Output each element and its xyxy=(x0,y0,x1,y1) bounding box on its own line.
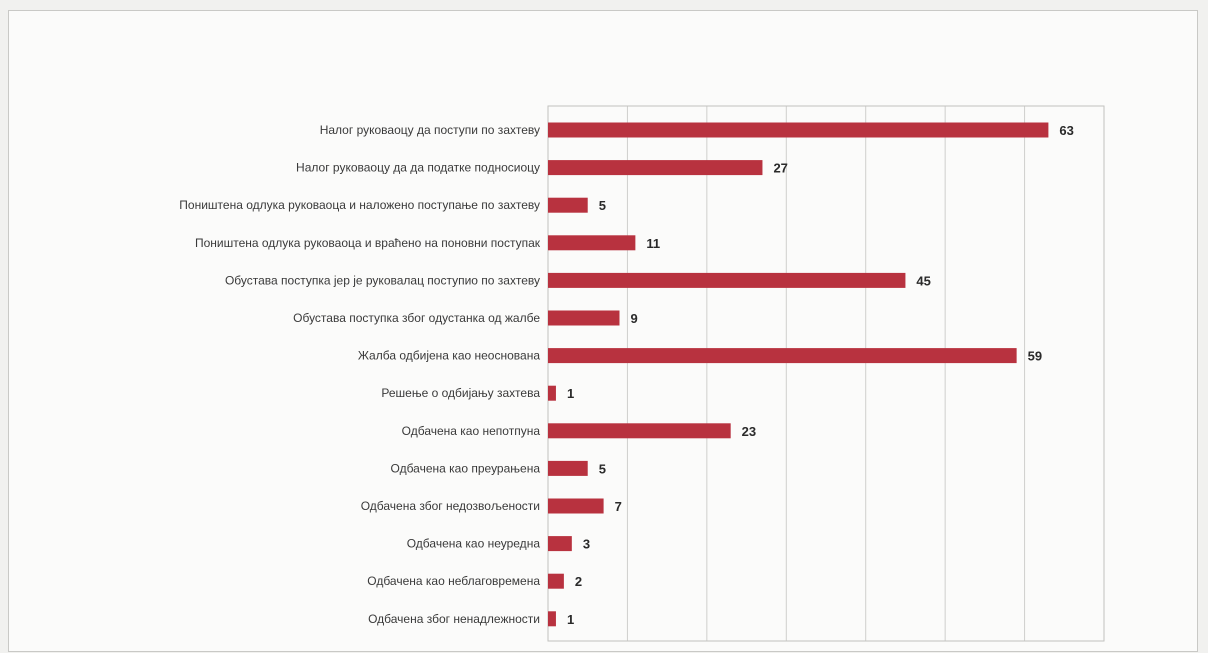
value-labels: 63 27 5 11 45 9 59 1 23 5 7 3 2 1 xyxy=(567,123,1074,627)
category-label-4: Поништена одлука руковаоца и враћено на … xyxy=(195,236,541,250)
bar-14 xyxy=(548,611,556,627)
bar-11 xyxy=(548,498,604,514)
bar-10 xyxy=(548,460,588,476)
category-label-2: Налог руковаоцу да да податке подносиоцу xyxy=(296,161,540,175)
category-label-3: Поништена одлука руковаоца и наложено по… xyxy=(179,198,540,212)
bars-layer xyxy=(548,122,1049,627)
bar-1 xyxy=(548,122,1049,138)
category-labels: Налог руковаоцу да поступи по захтеву Нал… xyxy=(179,123,540,626)
value-label-6: 9 xyxy=(630,311,637,326)
value-label-11: 7 xyxy=(615,499,622,514)
value-label-2: 27 xyxy=(773,161,787,176)
category-label-1: Налог руковаоцу да поступи по захтеву xyxy=(320,123,540,137)
category-label-8: Решење о одбијању захтева xyxy=(381,386,540,400)
bar-13 xyxy=(548,573,564,589)
bar-12 xyxy=(548,536,572,552)
category-label-11: Одбачена због недозвољености xyxy=(361,499,540,513)
category-label-10: Одбачена као преурањена xyxy=(391,461,541,475)
value-label-13: 2 xyxy=(575,574,582,589)
bar-5 xyxy=(548,272,906,288)
value-label-4: 11 xyxy=(646,236,660,251)
chart-frame: Налог руковаоцу да поступи по захтеву Нал… xyxy=(8,10,1198,652)
category-label-7: Жалба одбијена као неоснована xyxy=(358,349,540,363)
bar-8 xyxy=(548,385,556,401)
value-label-5: 45 xyxy=(916,273,930,288)
bar-6 xyxy=(548,310,620,326)
bar-9 xyxy=(548,423,731,439)
value-label-7: 59 xyxy=(1028,349,1042,364)
category-label-5: Обустава поступка јер је руковалац посту… xyxy=(225,273,540,287)
value-label-12: 3 xyxy=(583,537,590,552)
category-label-9: Одбачена као непотпуна xyxy=(402,424,541,438)
value-label-14: 1 xyxy=(567,612,574,627)
value-label-3: 5 xyxy=(599,198,606,213)
category-label-14: Одбачена због ненадлежности xyxy=(368,612,540,626)
plot-area xyxy=(547,105,1105,642)
grid-layer xyxy=(547,106,1105,641)
category-label-13: Одбачена као неблаговремена xyxy=(367,574,540,588)
category-label-12: Одбачена као неуредна xyxy=(407,537,541,551)
value-label-9: 23 xyxy=(742,424,756,439)
bar-4 xyxy=(548,235,636,251)
bar-2 xyxy=(548,160,763,176)
value-label-8: 1 xyxy=(567,386,574,401)
value-label-10: 5 xyxy=(599,461,606,476)
bar-3 xyxy=(548,197,588,213)
bar-7 xyxy=(548,348,1017,364)
bar-chart: Налог руковаоцу да поступи по захтеву Нал… xyxy=(179,105,1105,642)
value-label-1: 63 xyxy=(1059,123,1073,138)
category-label-6: Обустава поступка због одустанка од жалб… xyxy=(293,311,540,325)
